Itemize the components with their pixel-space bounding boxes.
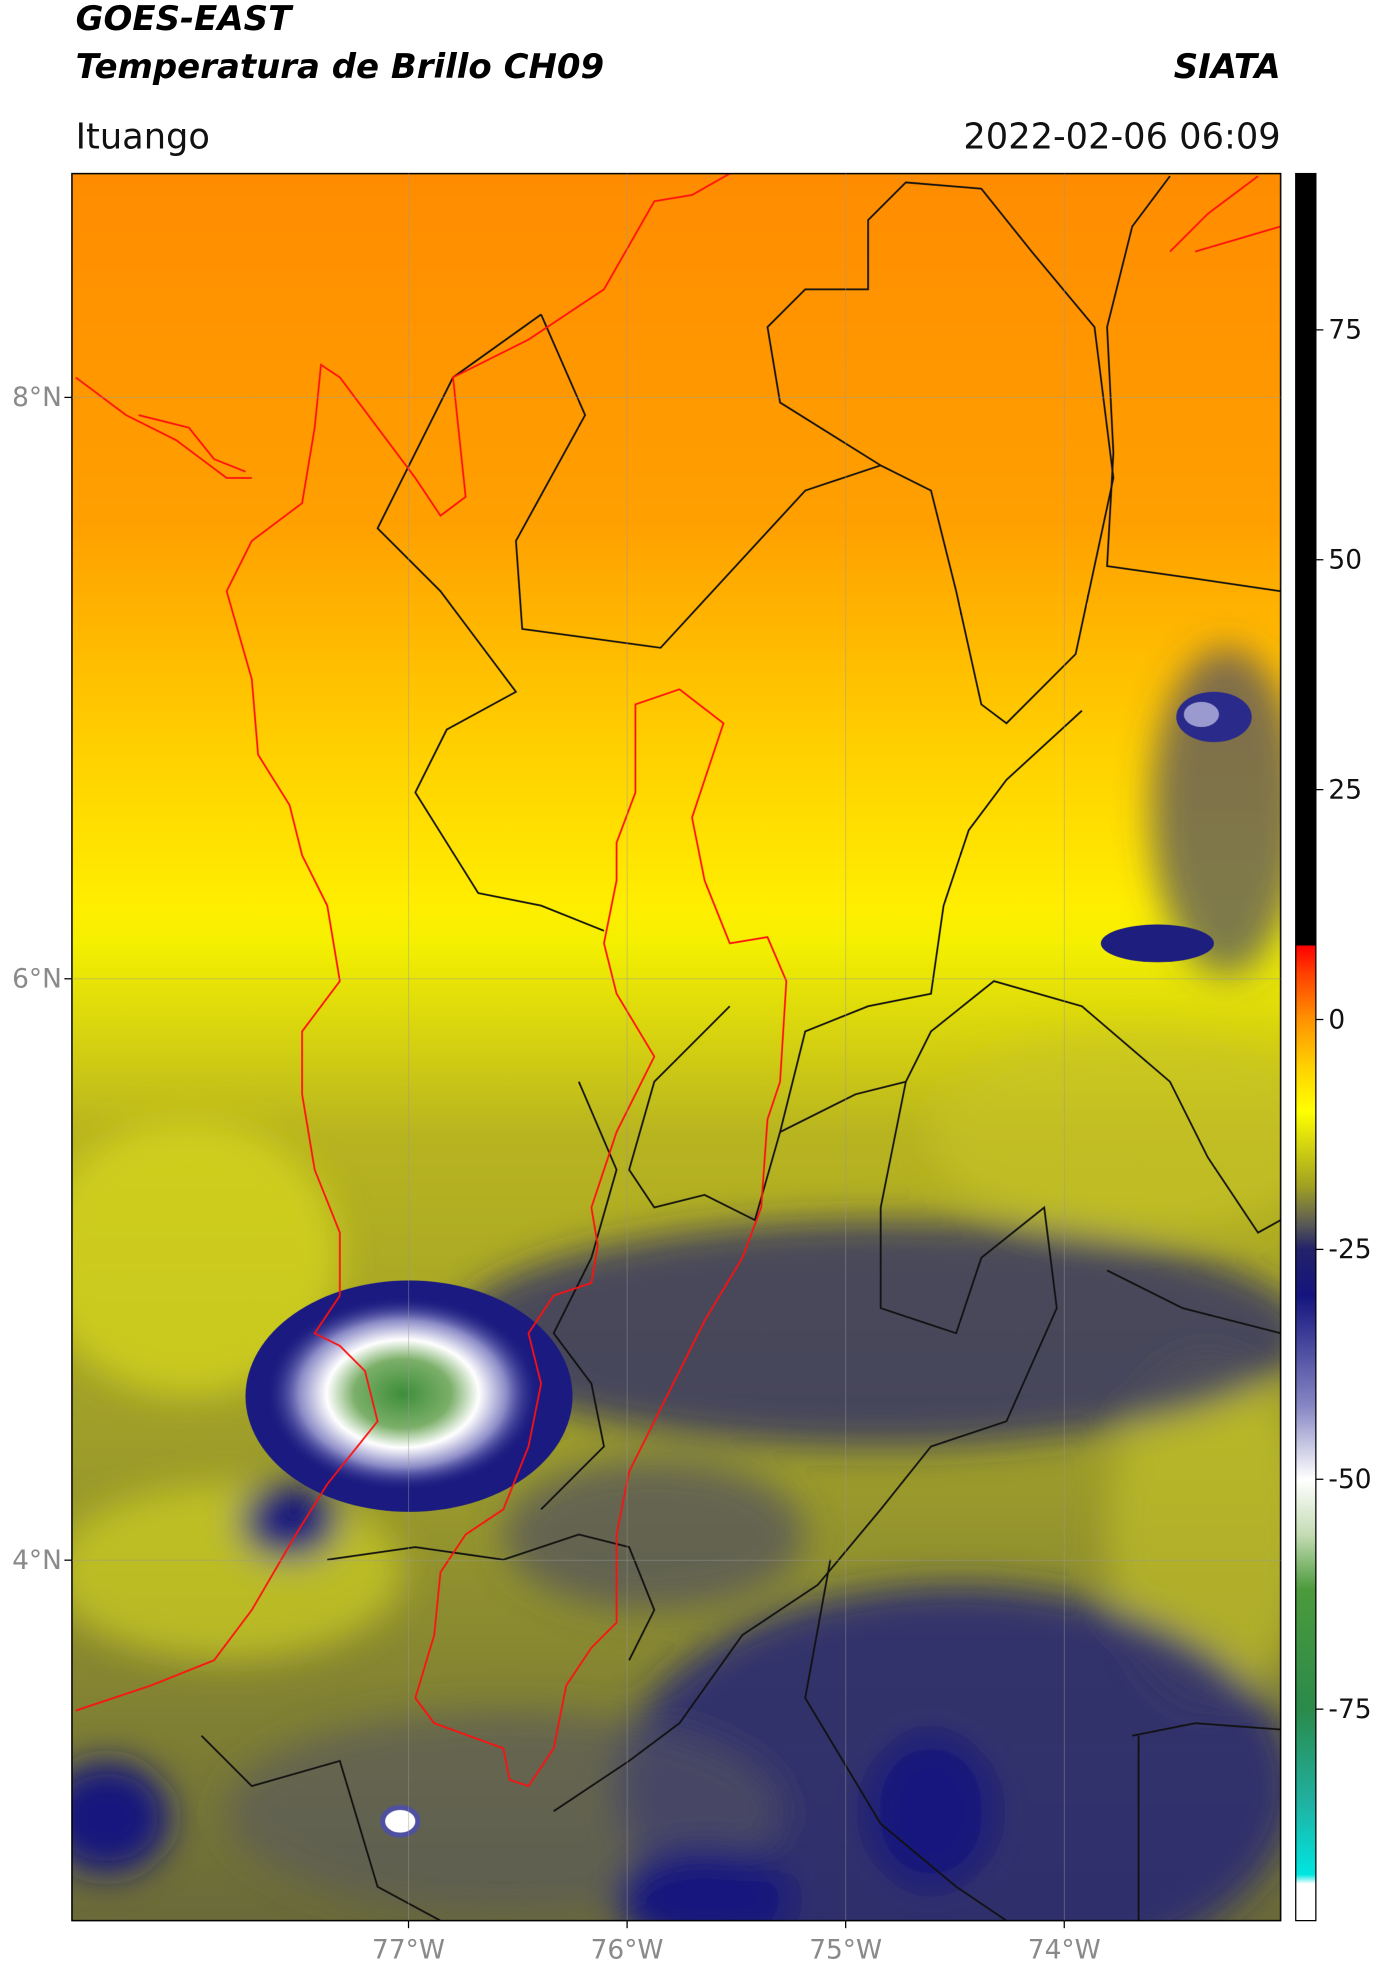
colorbar-tick-label: -25 (1328, 1234, 1371, 1265)
boundaries (200, 175, 1281, 1921)
colorbar-tick-label: 25 (1328, 774, 1362, 805)
lon-tick-label: 76°W (591, 1934, 664, 1965)
lat-tick-label: 6°N (12, 964, 62, 995)
colorbar-tick-label: -50 (1328, 1464, 1371, 1495)
red-outlines (75, 173, 1281, 1788)
lon-tick-label: 75°W (809, 1934, 882, 1965)
colorbar-tick-label: 75 (1328, 315, 1362, 346)
cloud-field (71, 647, 1281, 1921)
cloud-cell (1183, 701, 1220, 727)
datetime: 2022-02-06 06:09 (963, 116, 1280, 157)
cloud-cell (1100, 924, 1214, 963)
title: GOES-EAST (76, 0, 294, 39)
colorbar (1295, 172, 1317, 1922)
axis-ticks: 8°N 6°N 4°N 77°W 76°W 75°W 74°W (12, 173, 1281, 1965)
subtitle: Temperatura de Brillo CH09 (76, 47, 604, 87)
cloud-cell (380, 1804, 421, 1838)
lat-tick-label: 4°N (12, 1545, 62, 1576)
colorbar-tick-label: 50 (1328, 545, 1362, 576)
location: Ituango (76, 116, 210, 157)
map-frame (71, 172, 1282, 1922)
map-field (71, 173, 1281, 1921)
storm-core (264, 1295, 542, 1492)
colorbar-tick-label: -75 (1328, 1694, 1371, 1725)
colorbar-tick-label: 0 (1328, 1004, 1345, 1035)
lon-tick-label: 74°W (1028, 1934, 1101, 1965)
source: SIATA (1174, 47, 1281, 87)
lon-tick-label: 77°W (372, 1934, 445, 1965)
lat-tick-label: 8°N (12, 382, 62, 413)
